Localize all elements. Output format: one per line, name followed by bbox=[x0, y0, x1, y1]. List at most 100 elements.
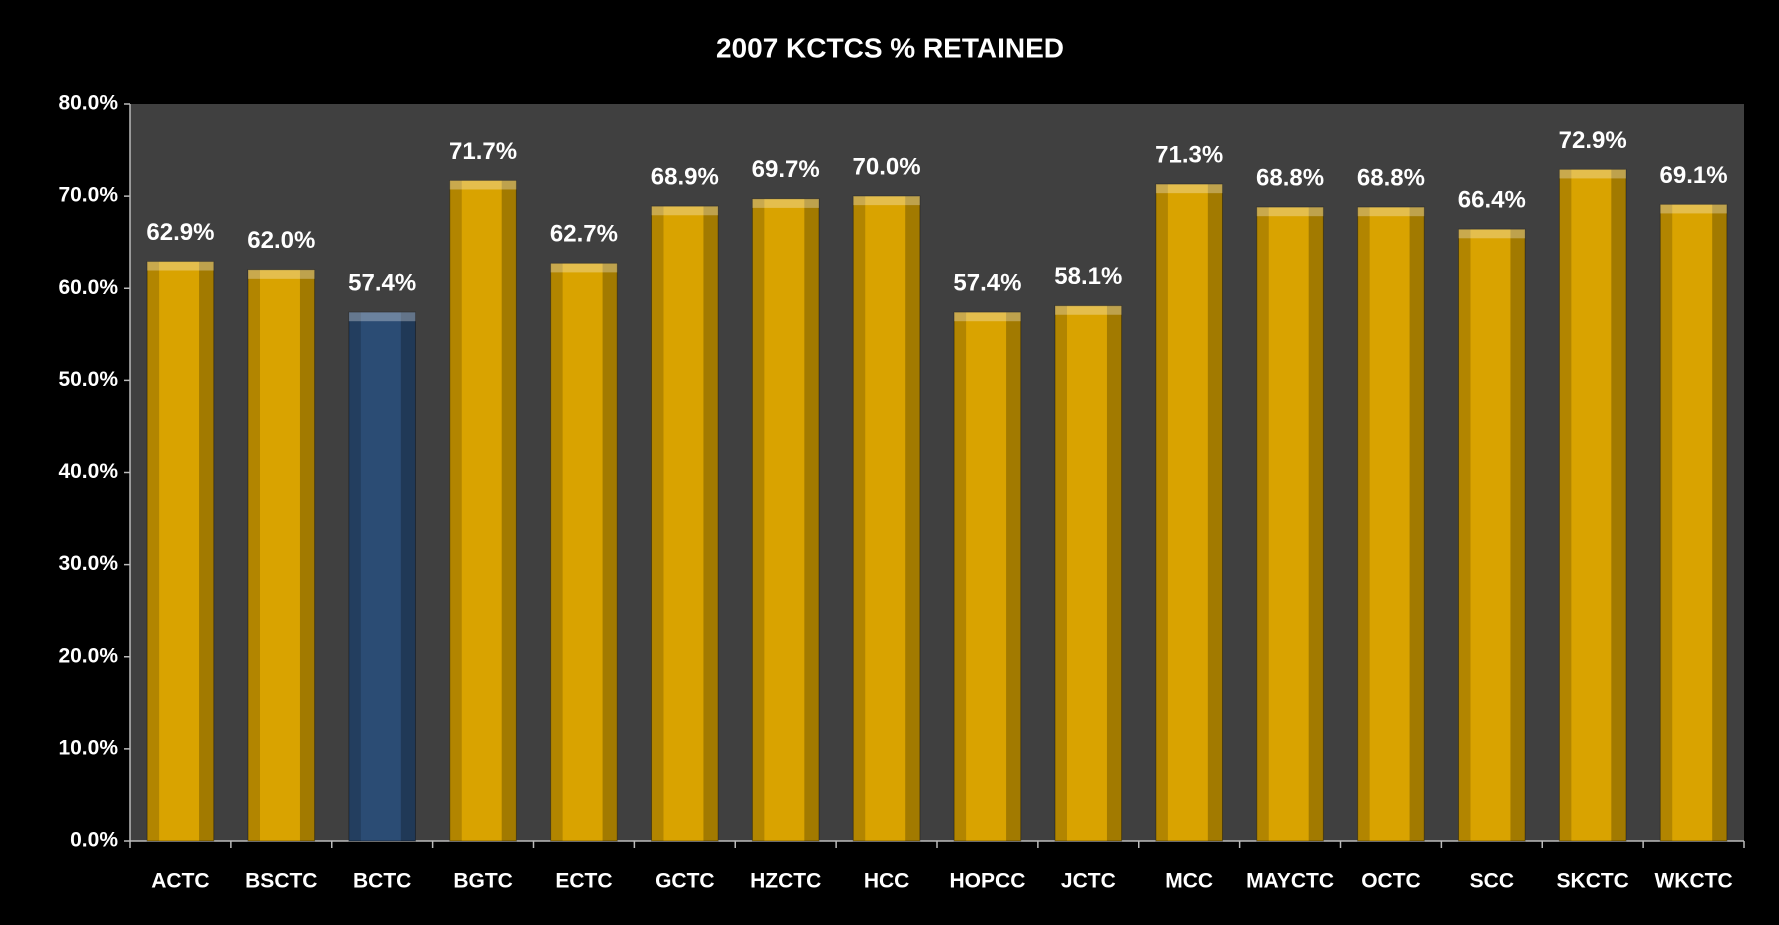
bar bbox=[1659, 203, 1728, 842]
y-tick-label: 70.0% bbox=[58, 184, 118, 207]
bar-shade bbox=[1409, 207, 1425, 841]
bar bbox=[751, 198, 820, 842]
x-tick-label: HZCTC bbox=[750, 870, 821, 893]
bar-shade bbox=[400, 312, 416, 841]
bar-shade bbox=[602, 263, 618, 842]
bar-shade bbox=[1055, 305, 1068, 841]
bar-shade bbox=[853, 196, 866, 841]
bar-shade bbox=[248, 269, 261, 841]
data-label: 68.8% bbox=[1256, 165, 1324, 192]
bar-cap bbox=[550, 263, 618, 273]
bar-cap bbox=[449, 180, 517, 190]
bar-shade bbox=[1611, 169, 1626, 841]
y-tick-label: 30.0% bbox=[58, 552, 118, 575]
data-label: 71.7% bbox=[449, 138, 517, 165]
chart-title: 2007 KCTCS % RETAINED bbox=[716, 32, 1064, 63]
bar-cap bbox=[1055, 305, 1122, 315]
bar-shade bbox=[1559, 169, 1572, 841]
bar-cap bbox=[1155, 184, 1223, 194]
bar-shade bbox=[1155, 184, 1168, 841]
bar bbox=[550, 262, 618, 842]
x-tick-label: GCTC bbox=[655, 870, 715, 893]
bar-cap bbox=[1660, 204, 1727, 214]
bar-cap bbox=[1357, 207, 1425, 217]
bar-shade bbox=[1308, 207, 1324, 841]
bar-cap bbox=[1559, 169, 1626, 179]
data-label: 57.4% bbox=[348, 270, 416, 297]
bar bbox=[449, 179, 517, 842]
x-tick-label: SCC bbox=[1470, 870, 1514, 893]
bar-shade bbox=[199, 261, 214, 841]
bar bbox=[1256, 206, 1324, 842]
bar-shade bbox=[1712, 204, 1727, 841]
data-label: 68.8% bbox=[1357, 165, 1425, 192]
bar-shade bbox=[1207, 184, 1223, 841]
x-tick-label: MCC bbox=[1165, 870, 1213, 893]
bar bbox=[146, 261, 215, 842]
bar-shade bbox=[147, 261, 160, 841]
bar-shade bbox=[905, 196, 920, 841]
data-label: 72.9% bbox=[1559, 127, 1627, 154]
data-label: 71.3% bbox=[1155, 141, 1223, 168]
bar-shade bbox=[1357, 207, 1370, 841]
bar-cap bbox=[954, 312, 1021, 322]
bar-shade bbox=[1458, 229, 1471, 842]
bar-cap bbox=[651, 206, 719, 216]
bar-cap bbox=[853, 196, 920, 206]
bar-shade bbox=[449, 180, 462, 841]
bar-shade bbox=[1660, 204, 1673, 841]
data-label: 68.9% bbox=[651, 164, 719, 191]
x-tick-label: JCTC bbox=[1061, 870, 1116, 893]
bar bbox=[1458, 228, 1526, 842]
data-label: 57.4% bbox=[953, 270, 1021, 297]
bar-cap bbox=[752, 198, 819, 208]
y-tick-label: 60.0% bbox=[58, 276, 118, 299]
bar-cap bbox=[248, 269, 315, 279]
y-tick-label: 80.0% bbox=[58, 92, 118, 115]
bar bbox=[1155, 183, 1223, 842]
bar-shade bbox=[348, 312, 361, 841]
bar-shade bbox=[1256, 207, 1269, 841]
bar-cap bbox=[1256, 207, 1324, 217]
y-tick-label: 50.0% bbox=[58, 368, 118, 391]
bar-shade bbox=[299, 269, 315, 841]
x-tick-label: BSCTC bbox=[245, 870, 317, 893]
data-label: 69.1% bbox=[1660, 162, 1728, 189]
data-label: 70.0% bbox=[853, 153, 921, 180]
data-label: 62.7% bbox=[550, 221, 618, 248]
bar bbox=[247, 269, 316, 842]
x-tick-label: BCTC bbox=[353, 870, 411, 893]
bar-shade bbox=[651, 206, 664, 842]
x-tick-label: MAYCTC bbox=[1246, 870, 1334, 893]
x-tick-label: OCTC bbox=[1361, 870, 1421, 893]
x-tick-label: BGTC bbox=[453, 870, 513, 893]
bar-shade bbox=[1510, 229, 1526, 842]
bar-shade bbox=[1006, 312, 1021, 841]
x-tick-label: SKCTC bbox=[1557, 870, 1629, 893]
y-tick-label: 0.0% bbox=[70, 829, 118, 852]
data-label: 62.9% bbox=[146, 219, 214, 246]
y-tick-label: 40.0% bbox=[58, 460, 118, 483]
x-tick-label: ECTC bbox=[555, 870, 612, 893]
x-tick-label: WKCTC bbox=[1654, 870, 1732, 893]
bar bbox=[1357, 206, 1425, 842]
bar-shade bbox=[550, 263, 563, 842]
bar-shade bbox=[1106, 305, 1122, 841]
x-tick-label: HOPCC bbox=[950, 870, 1026, 893]
bar bbox=[348, 311, 416, 842]
y-tick-label: 20.0% bbox=[58, 644, 118, 667]
y-tick-label: 10.0% bbox=[58, 736, 118, 759]
bar-shade bbox=[954, 312, 967, 841]
bar-cap bbox=[348, 312, 416, 322]
bar-shade bbox=[752, 198, 765, 842]
bar bbox=[1054, 305, 1123, 842]
x-tick-label: ACTC bbox=[151, 870, 209, 893]
bar-shade bbox=[703, 206, 719, 842]
data-label: 69.7% bbox=[752, 156, 820, 183]
bar-shade bbox=[501, 180, 517, 841]
data-label: 62.0% bbox=[247, 227, 315, 254]
x-tick-label: HCC bbox=[864, 870, 910, 893]
bar-cap bbox=[1458, 229, 1526, 239]
bar bbox=[953, 311, 1022, 842]
bar bbox=[651, 205, 719, 842]
